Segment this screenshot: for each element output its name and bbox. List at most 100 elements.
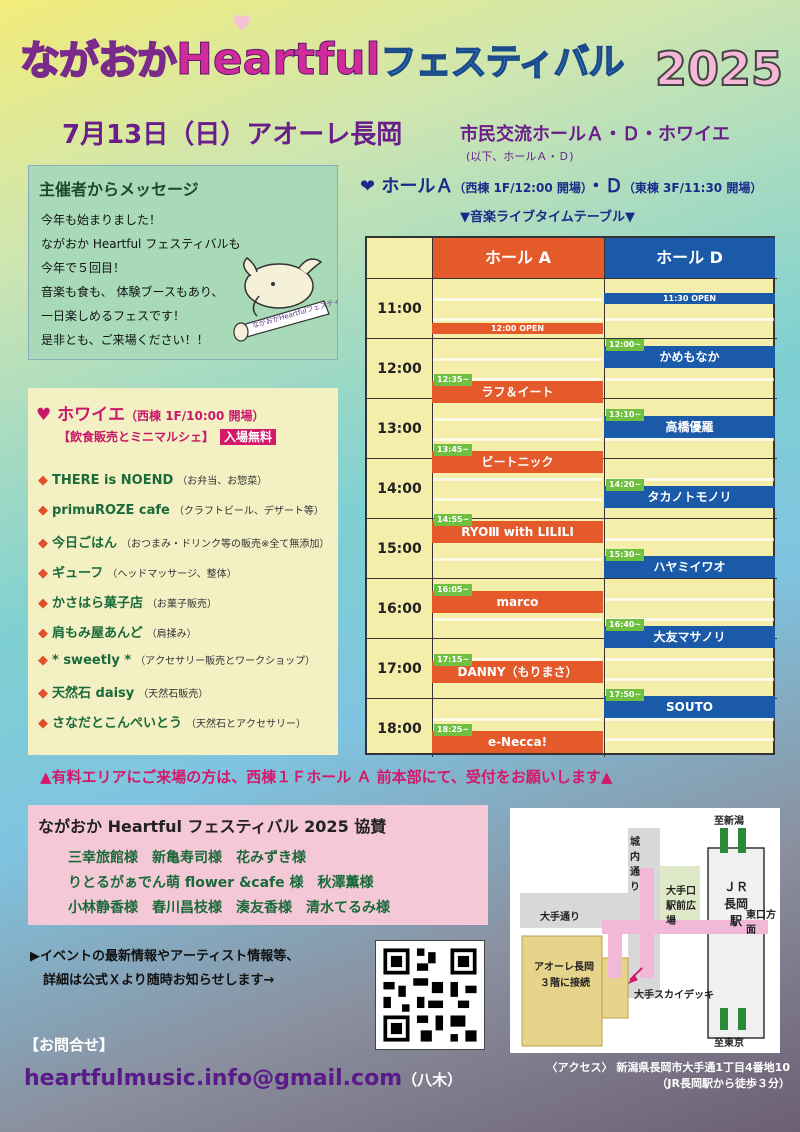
hall-a-open-bar: 12:00 OPEN	[432, 323, 603, 334]
quarter-stripe	[433, 498, 602, 501]
vendor-name: primuROZE cafe	[52, 503, 170, 518]
heart-icon: ♥	[232, 12, 252, 37]
time-label: 13:00	[367, 398, 432, 458]
poster-title: ながおかHeartfulフェスティバル	[19, 28, 625, 98]
heart-icon: ♥	[36, 405, 58, 425]
vendor-item: ◆ 肩もみ屋あんど （肩揉み）	[38, 622, 197, 641]
hall-d-label: Ｄ	[604, 176, 623, 197]
vendor-note: （お弁当、お惣菜）	[177, 476, 268, 487]
time-label: 14:00	[367, 458, 432, 518]
sponsor-title: ながおか Heartful フェスティバル 2025 協賛	[38, 817, 387, 836]
foyer-sub-text: 【飲食販売とミニマルシェ】	[58, 430, 215, 444]
paid-area-notice: ▲有料エリアにご来場の方は、西棟１Ｆホール Ａ 前本部にて、受付をお願いします▲	[40, 768, 613, 786]
slot-start-time: 16:40~	[606, 619, 645, 632]
title-part-festival: フェスティバル	[380, 41, 625, 84]
vendor-item: ◆ さなだとこんぺいとう （天然石とアクセサリー）	[38, 712, 306, 731]
sponsor-line: りとるがぁでん萌 flower &cafe 様 秋澤薫様	[68, 875, 374, 891]
goat-illustration-icon: ながおかHeartfulフェスティバル	[233, 257, 339, 342]
diamond-icon: ◆	[38, 566, 48, 581]
slot-start-time: 13:10~	[606, 409, 645, 422]
contact-person: （八木）	[402, 1071, 463, 1089]
quarter-stripe	[605, 718, 774, 721]
quarter-stripe	[605, 438, 774, 441]
hall-d-performance: 高橋優羅	[604, 416, 775, 439]
hall-a-performance: ラフ＆イート	[432, 380, 603, 403]
quarter-stripe	[605, 378, 774, 381]
free-entry-badge: 入場無料	[220, 429, 277, 445]
quarter-stripe	[605, 618, 774, 621]
quarter-stripe	[433, 558, 602, 561]
qr-code-icon[interactable]	[375, 940, 485, 1050]
map-sky-deck: 大手スカイデッキ	[634, 990, 714, 1001]
quarter-stripe	[433, 718, 602, 721]
vendor-name: かさはら菓子店	[52, 596, 144, 611]
vendor-note: （クラフトビール、デザート等）	[173, 506, 324, 517]
slot-start-time: 17:15~	[434, 654, 473, 666]
halls-heading: ❤ ホールＡ（西棟 1F/12:00 開場）・Ｄ（東棟 3F/11:30 開場）	[360, 172, 762, 198]
sponsor-line: 三幸旅館様 新亀寿司様 花みずき様	[68, 850, 306, 866]
slot-start-time: 13:45~	[434, 444, 473, 456]
time-label: 12:00	[367, 338, 432, 398]
quarter-stripe	[433, 618, 602, 621]
contact-email-address[interactable]: heartfulmusic.info@gmail.com	[24, 1066, 403, 1091]
foyer-subtitle: 【飲食販売とミニマルシェ】 入場無料	[58, 428, 277, 445]
message-text: 今年も始まりました！ ながおか Heartful フェスティバルも 今年で５回目…	[41, 213, 241, 347]
quarter-stripe	[433, 318, 602, 321]
hall-a-label: Ａ	[435, 176, 454, 197]
quarter-stripe	[433, 658, 602, 661]
foyer-heading: ♥ ホワイエ（西棟 1F/10:00 開場）	[36, 400, 265, 425]
hall-d-performance: タカノトモノリ	[604, 485, 775, 508]
hall-a-performance: ビートニック	[432, 451, 603, 473]
venue-note: (以下、ホールＡ・Ｄ)	[466, 150, 574, 163]
foyer-title-note: （西棟 1F/10:00 開場）	[125, 409, 265, 423]
timetable-caption: ▼音楽ライブタイムテーブル▼	[460, 210, 635, 225]
hall-d-open-bar: 11:30 OPEN	[604, 293, 775, 304]
vendor-name: さなだとこんぺいとう	[52, 716, 183, 731]
time-label: 17:00	[367, 638, 432, 698]
map-street-ote: 大手通り	[540, 912, 580, 923]
vendor-note: （天然石販売）	[138, 689, 209, 700]
vendor-note: （おつまみ・ドリンク等の販売※全て無添加）	[121, 539, 330, 550]
slot-start-time: 14:55~	[434, 514, 473, 527]
quarter-stripe	[605, 318, 774, 321]
live-timetable: ホール A ホール D 11:00 12:00 13:00 14:00 15:00 16:…	[365, 236, 777, 758]
vendor-note: （肩揉み）	[146, 629, 197, 640]
map-to-tokyo: 至東京	[714, 1038, 744, 1049]
diamond-icon: ◆	[38, 536, 48, 551]
vendor-item: ◆ かさはら菓子店 （お菓子販売）	[38, 592, 217, 611]
slot-start-time: 15:30~	[606, 549, 645, 561]
vendor-item: ◆ 今日ごはん （おつまみ・ドリンク等の販売※全て無添加）	[38, 532, 329, 551]
map-street-jonai: 城内通り	[630, 837, 640, 893]
hall-a-performance: DANNY（もりまさ）	[432, 661, 603, 683]
hall-a-note: （西棟 1F/12:00 開場）	[453, 181, 587, 195]
slot-start-time: 18:25~	[434, 724, 473, 737]
slot-start-time: 12:00~	[606, 339, 645, 351]
vendor-name: 天然石 daisy	[52, 686, 135, 701]
title-part-nagaoka: ながおか	[19, 37, 178, 85]
quarter-stripe	[605, 598, 774, 601]
slot-start-time: 16:05~	[434, 583, 473, 596]
message-title: 主催者からメッセージ	[39, 180, 199, 199]
halls-title: ホール	[381, 176, 436, 197]
hall-a-column-header: ホール A	[432, 238, 604, 278]
hall-a-performance: marco	[432, 590, 603, 613]
sponsor-box: ながおか Heartful フェスティバル 2025 協賛 三幸旅館様 新亀寿司…	[28, 805, 488, 925]
title-year: 2025	[654, 41, 784, 97]
vendor-item: ◆ * sweetly * （アクセサリー販売とワークショップ）	[38, 652, 315, 668]
quarter-stripe	[605, 678, 774, 681]
map-east-exit: 東口方面	[746, 910, 776, 936]
vendor-note: （天然石とアクセサリー）	[186, 719, 307, 730]
diamond-icon: ◆	[38, 653, 48, 668]
diamond-icon: ◆	[38, 686, 48, 701]
access-address: 〈アクセス〉 新潟県長岡市大手通1丁目4番地10	[546, 1061, 790, 1074]
vendor-note: （アクセサリー販売とワークショップ）	[135, 656, 316, 667]
time-label: 18:00	[367, 698, 432, 758]
vendor-item: ◆ primuROZE cafe （クラフトビール、デザート等）	[38, 502, 324, 518]
hall-d-performance: 大友マサノリ	[604, 626, 775, 649]
heart-icon: ❤	[360, 176, 382, 197]
map-station: ＪＲ長岡駅	[724, 880, 749, 928]
date-venue: 7月13日（日）アオーレ長岡	[62, 120, 403, 150]
quarter-stripe	[605, 738, 774, 741]
venue-detail: 市民交流ホールＡ・Ｄ・ホワイエ	[460, 124, 730, 145]
